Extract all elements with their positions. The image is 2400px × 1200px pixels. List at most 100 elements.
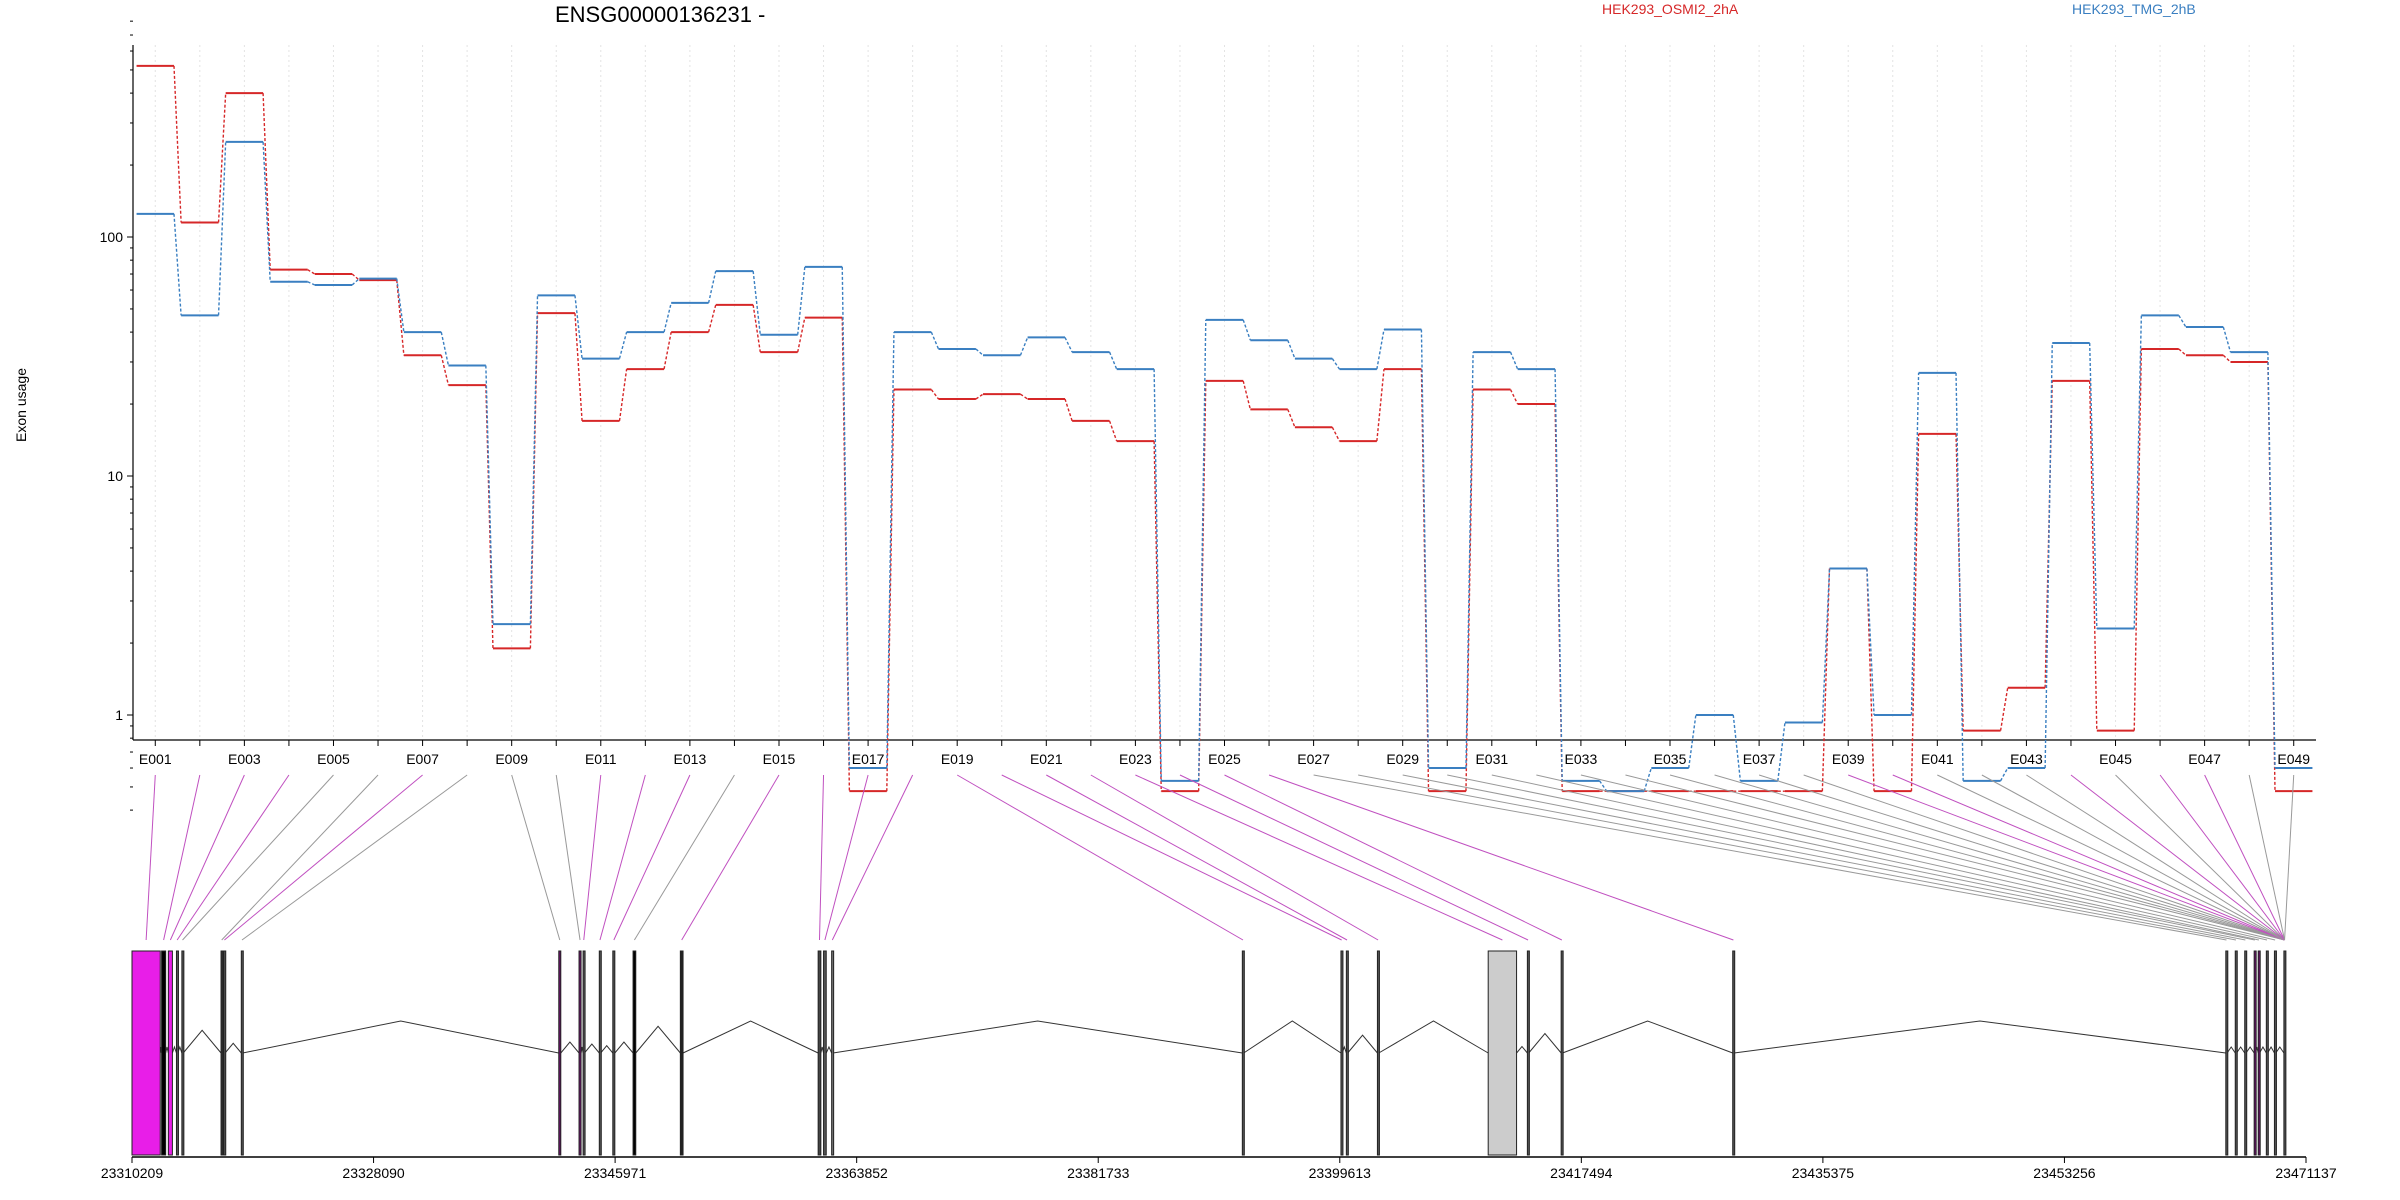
exon-connector — [681, 774, 780, 941]
exon-box — [679, 950, 684, 1156]
intron-line — [1562, 1020, 1733, 1054]
intron-line — [1243, 1020, 1342, 1054]
exon-connector — [1491, 774, 2259, 941]
legend-series-1: HEK293_OSMI2_2hA — [1602, 1, 1739, 17]
series-connector — [1643, 767, 1652, 792]
intron-line — [600, 1044, 614, 1054]
series-connector — [2133, 348, 2143, 731]
series-connector — [1420, 329, 1430, 769]
intron-line — [1528, 1032, 1562, 1054]
exon-connector — [2070, 774, 2285, 941]
series-connector — [1108, 420, 1118, 442]
axes: 1 10 100 — [100, 20, 2316, 811]
intron-line — [614, 1041, 634, 1054]
series-connector — [2267, 352, 2276, 769]
series-connector — [173, 213, 182, 316]
exon-connector — [1803, 774, 2285, 941]
exon-connector — [1758, 774, 2285, 941]
exon-connector — [1536, 774, 2268, 941]
exon-connector — [2248, 774, 2286, 941]
x-tick-label: E017 — [852, 751, 885, 767]
exon-connector — [1402, 774, 2246, 941]
intron-line — [682, 1020, 819, 1054]
exon-box — [1345, 950, 1349, 1156]
series-connector — [396, 280, 405, 356]
series-connector — [975, 348, 984, 356]
exon-box — [598, 950, 602, 1156]
x-tick-label: E019 — [941, 751, 974, 767]
genomic-tick-label: 23381733 — [1067, 1165, 1130, 1181]
intron-line — [1347, 1034, 1378, 1054]
exon-box — [2265, 950, 2269, 1156]
intron-line — [171, 1045, 177, 1054]
series-connector — [307, 269, 316, 275]
series-connector — [663, 331, 672, 370]
series-connector — [2088, 343, 2098, 629]
exon-connector — [1580, 774, 2276, 941]
x-tick-label: E001 — [139, 751, 172, 767]
x-tick-label: E027 — [1297, 751, 1330, 767]
series-connector — [1955, 433, 1964, 731]
exon-connector — [221, 774, 379, 941]
intron-line — [1378, 1020, 1489, 1054]
exon-connector — [2204, 774, 2286, 941]
exon-box — [1376, 950, 1380, 1156]
genomic-tick-labels: 23310209 23328090 23345971 23363852 23381733… — [101, 1156, 2337, 1181]
exon-connector — [824, 774, 869, 941]
exon-connector — [241, 774, 468, 941]
legend-series-2: HEK293_TMG_2hB — [2072, 1, 2196, 17]
exon-box — [2273, 950, 2277, 1156]
x-tick-label: E047 — [2188, 751, 2221, 767]
series-connector — [1376, 369, 1385, 442]
exon-connector — [613, 774, 691, 941]
x-tick-label: E031 — [1475, 751, 1508, 767]
exon-box — [1526, 950, 1530, 1156]
series-connector — [173, 65, 182, 223]
exon-connector — [2026, 774, 2285, 941]
exon-connector — [1179, 774, 1529, 941]
exon-connector — [1937, 774, 2285, 941]
exon-box — [2253, 950, 2257, 1156]
x-tick-label: E029 — [1386, 751, 1419, 767]
genomic-tick-label: 23345971 — [584, 1165, 647, 1181]
series-connector — [1509, 389, 1519, 405]
grid-lines — [154, 45, 2295, 740]
exon-connector — [145, 774, 156, 941]
series-connector — [1376, 329, 1385, 370]
x-tick-label: E041 — [1921, 751, 1954, 767]
genomic-tick-label: 23435375 — [1792, 1165, 1855, 1181]
exon-connector — [956, 774, 1244, 941]
exon-connector — [818, 774, 825, 941]
series-connector — [663, 302, 672, 333]
series-connector — [1910, 433, 1920, 792]
series-connector — [752, 304, 761, 353]
intron-line — [2275, 1046, 2285, 1054]
series-connector — [2178, 348, 2187, 356]
intron-line — [224, 1042, 242, 1054]
x-tick-label: E015 — [763, 751, 796, 767]
exon-connector — [1224, 774, 1563, 941]
exon-box — [1241, 950, 1245, 1156]
series-connector — [1999, 767, 2009, 782]
series-connector — [930, 389, 940, 400]
exon-connector — [1714, 774, 2285, 941]
x-tick-label: E037 — [1743, 751, 1776, 767]
series-connector — [1197, 319, 1207, 781]
series-connector — [396, 278, 405, 333]
series-connector — [930, 331, 940, 350]
series-lines — [136, 64, 2313, 793]
exon-connector — [1268, 774, 1734, 941]
exon-connector — [583, 774, 602, 941]
exon-box — [175, 950, 179, 1156]
exon-box — [2234, 950, 2238, 1156]
series-connector — [1866, 568, 1875, 716]
series-connector — [574, 295, 583, 359]
exon-connector — [1892, 774, 2285, 941]
exon-connector — [169, 774, 245, 941]
gene-model — [131, 774, 2295, 1156]
series-connector — [1197, 380, 1207, 792]
exon-connector — [511, 774, 561, 941]
x-tick-label: E011 — [585, 751, 617, 767]
series-connector — [1599, 780, 1608, 792]
